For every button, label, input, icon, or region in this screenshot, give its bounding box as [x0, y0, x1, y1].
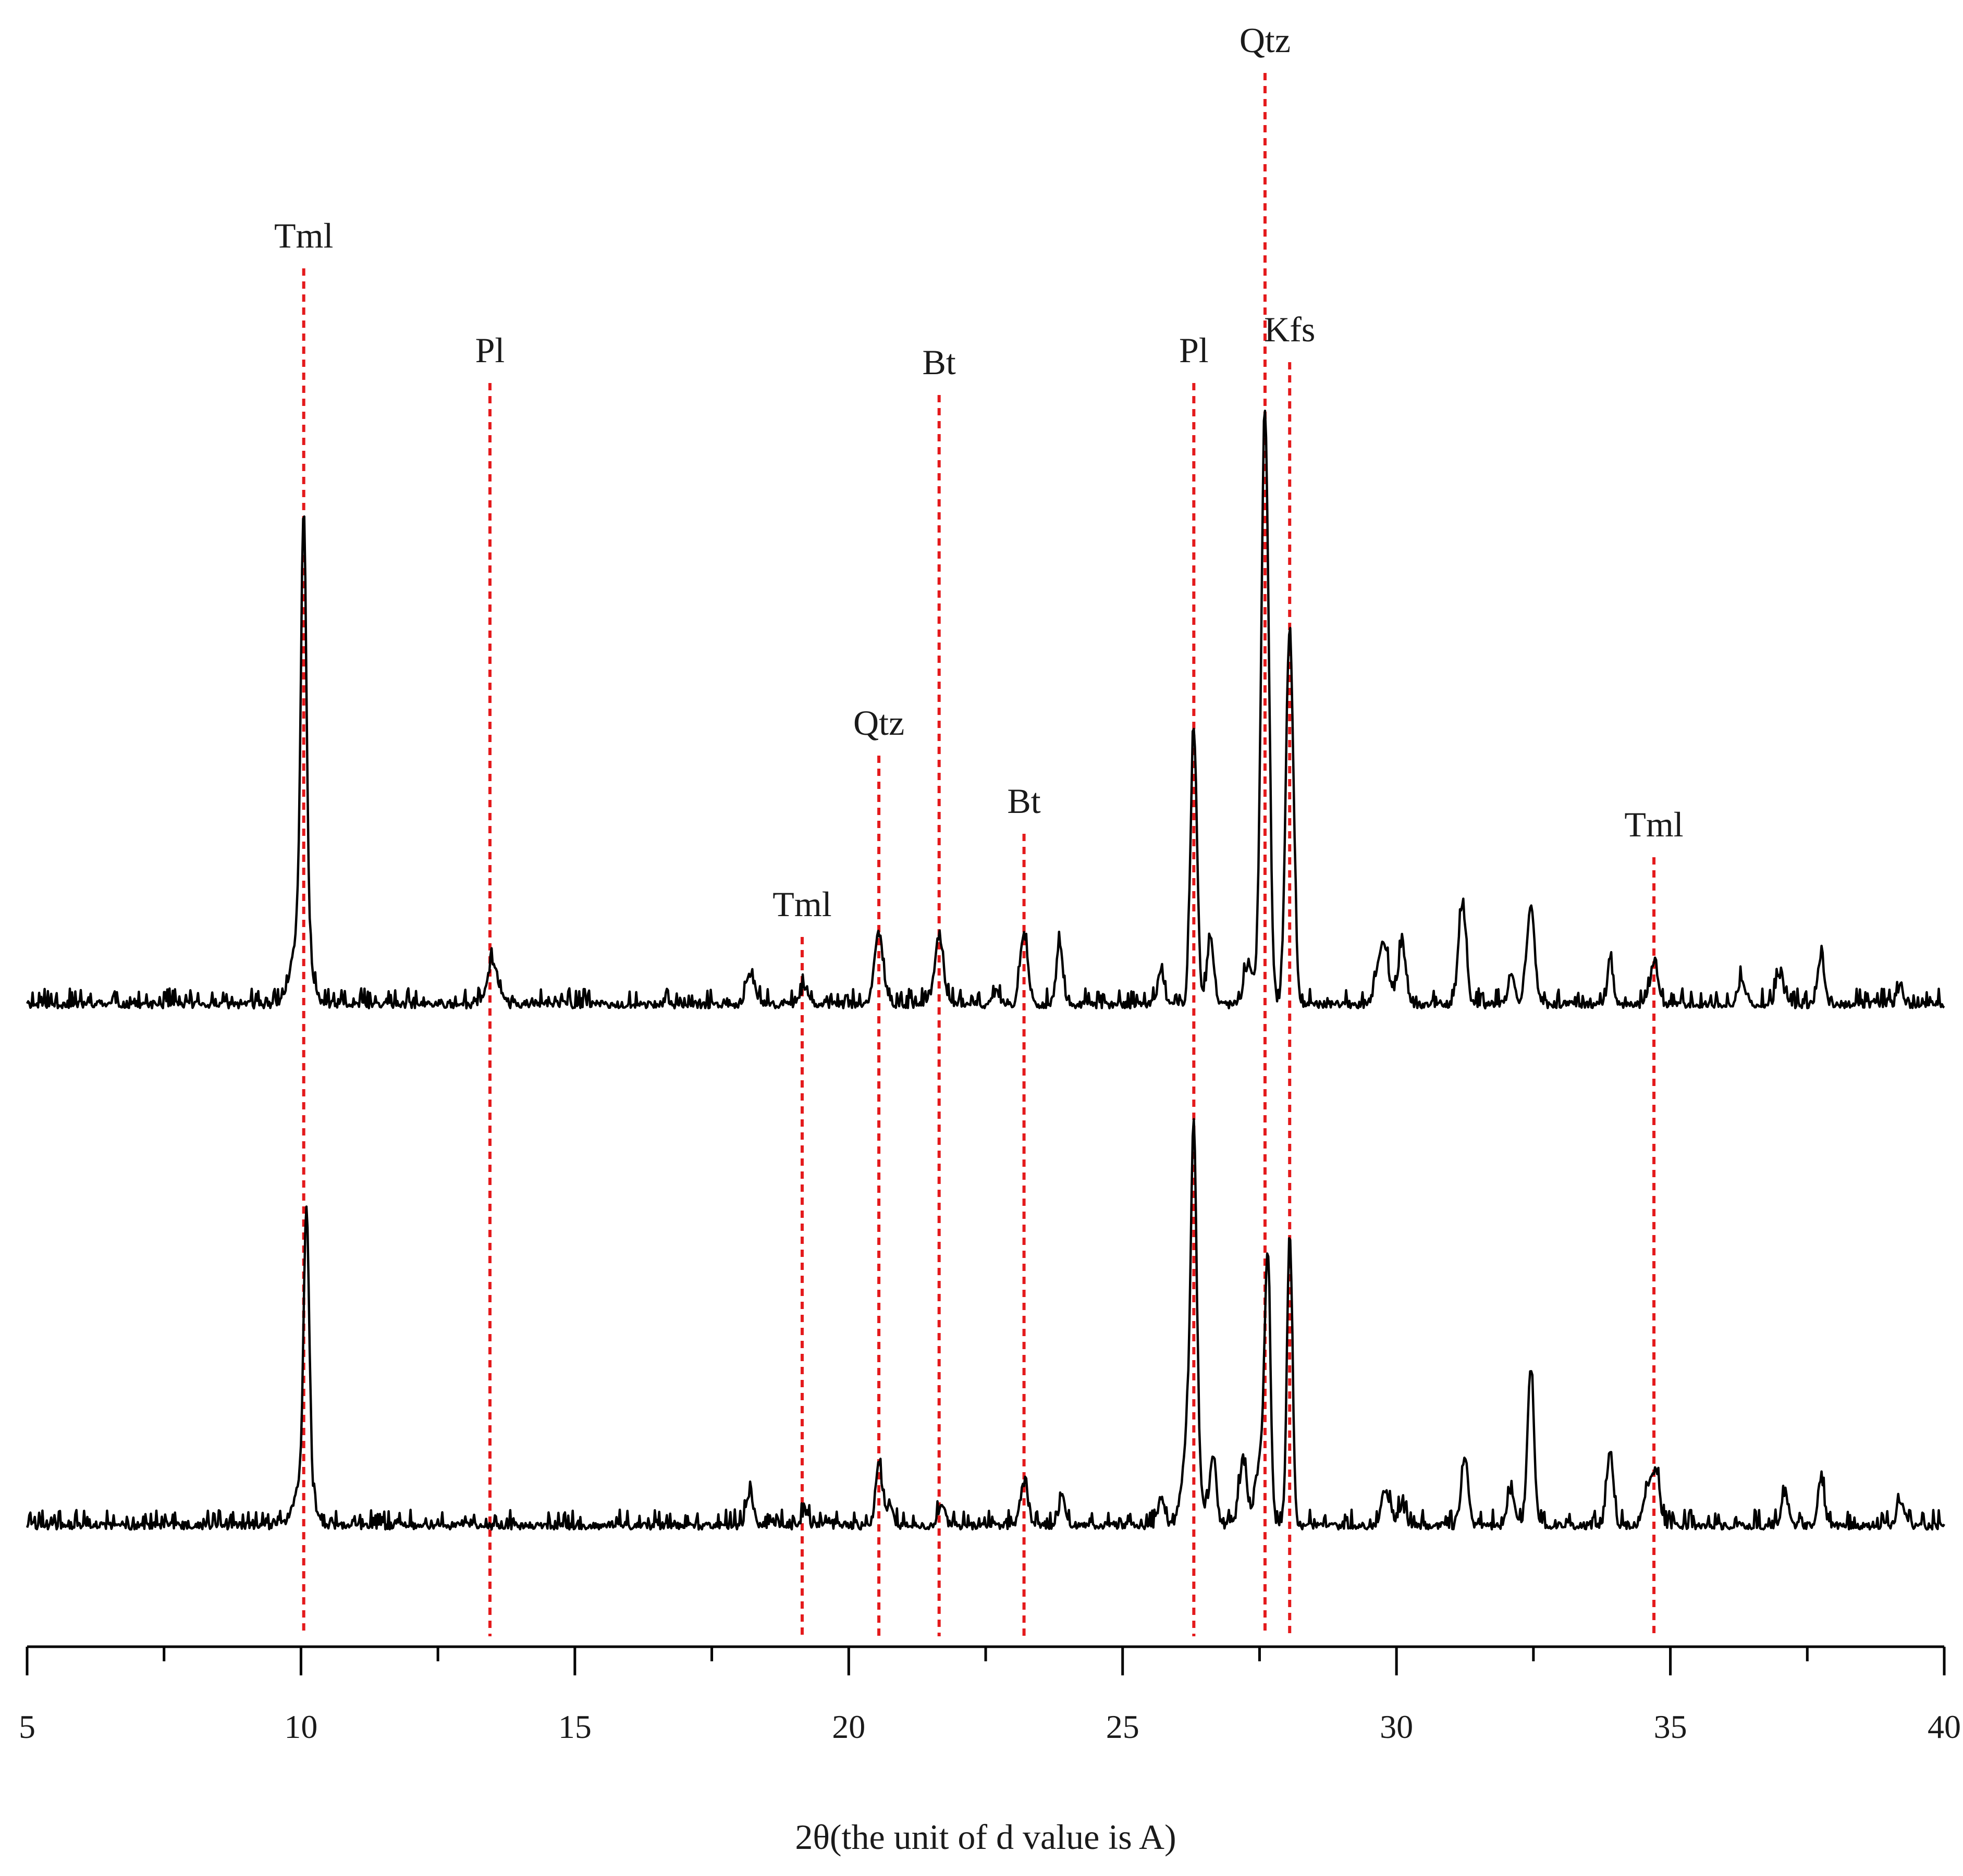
xrd-trace-1: [26, 410, 1945, 1010]
phase-label-tml: Tml: [274, 216, 333, 255]
x-axis: 5 10 15 20 25 30 35 40: [19, 1645, 1961, 1745]
x-tick-label: 40: [1928, 1708, 1961, 1745]
phase-label-bt: Bt: [1007, 781, 1040, 821]
phase-labels: Tml Pl Tml Qtz Bt Bt Pl Qtz Kfs Tml: [274, 20, 1684, 924]
phase-label-qtz: Qtz: [853, 703, 904, 743]
x-tick-label: 30: [1380, 1708, 1413, 1745]
phase-label-bt: Bt: [923, 342, 956, 382]
x-tick-label: 35: [1654, 1708, 1687, 1745]
reference-lines: [302, 73, 1656, 1636]
x-tick-label: 20: [832, 1708, 865, 1745]
xrd-trace-2: [26, 1118, 1945, 1531]
phase-label-qtz: Qtz: [1240, 20, 1291, 60]
phase-label-pl: Pl: [1179, 330, 1209, 370]
x-tick-label: 15: [558, 1708, 592, 1745]
phase-label-tml: Tml: [1624, 805, 1683, 844]
x-tick-label: 5: [19, 1708, 35, 1745]
traces: [26, 410, 1945, 1531]
phase-label-tml: Tml: [772, 884, 831, 924]
x-axis-title: 2θ(the unit of d value is A): [795, 1817, 1176, 1857]
phase-label-pl: Pl: [475, 330, 505, 370]
x-tick-label: 25: [1106, 1708, 1139, 1745]
phase-label-kfs: Kfs: [1264, 310, 1315, 349]
x-tick-label: 10: [284, 1708, 317, 1745]
